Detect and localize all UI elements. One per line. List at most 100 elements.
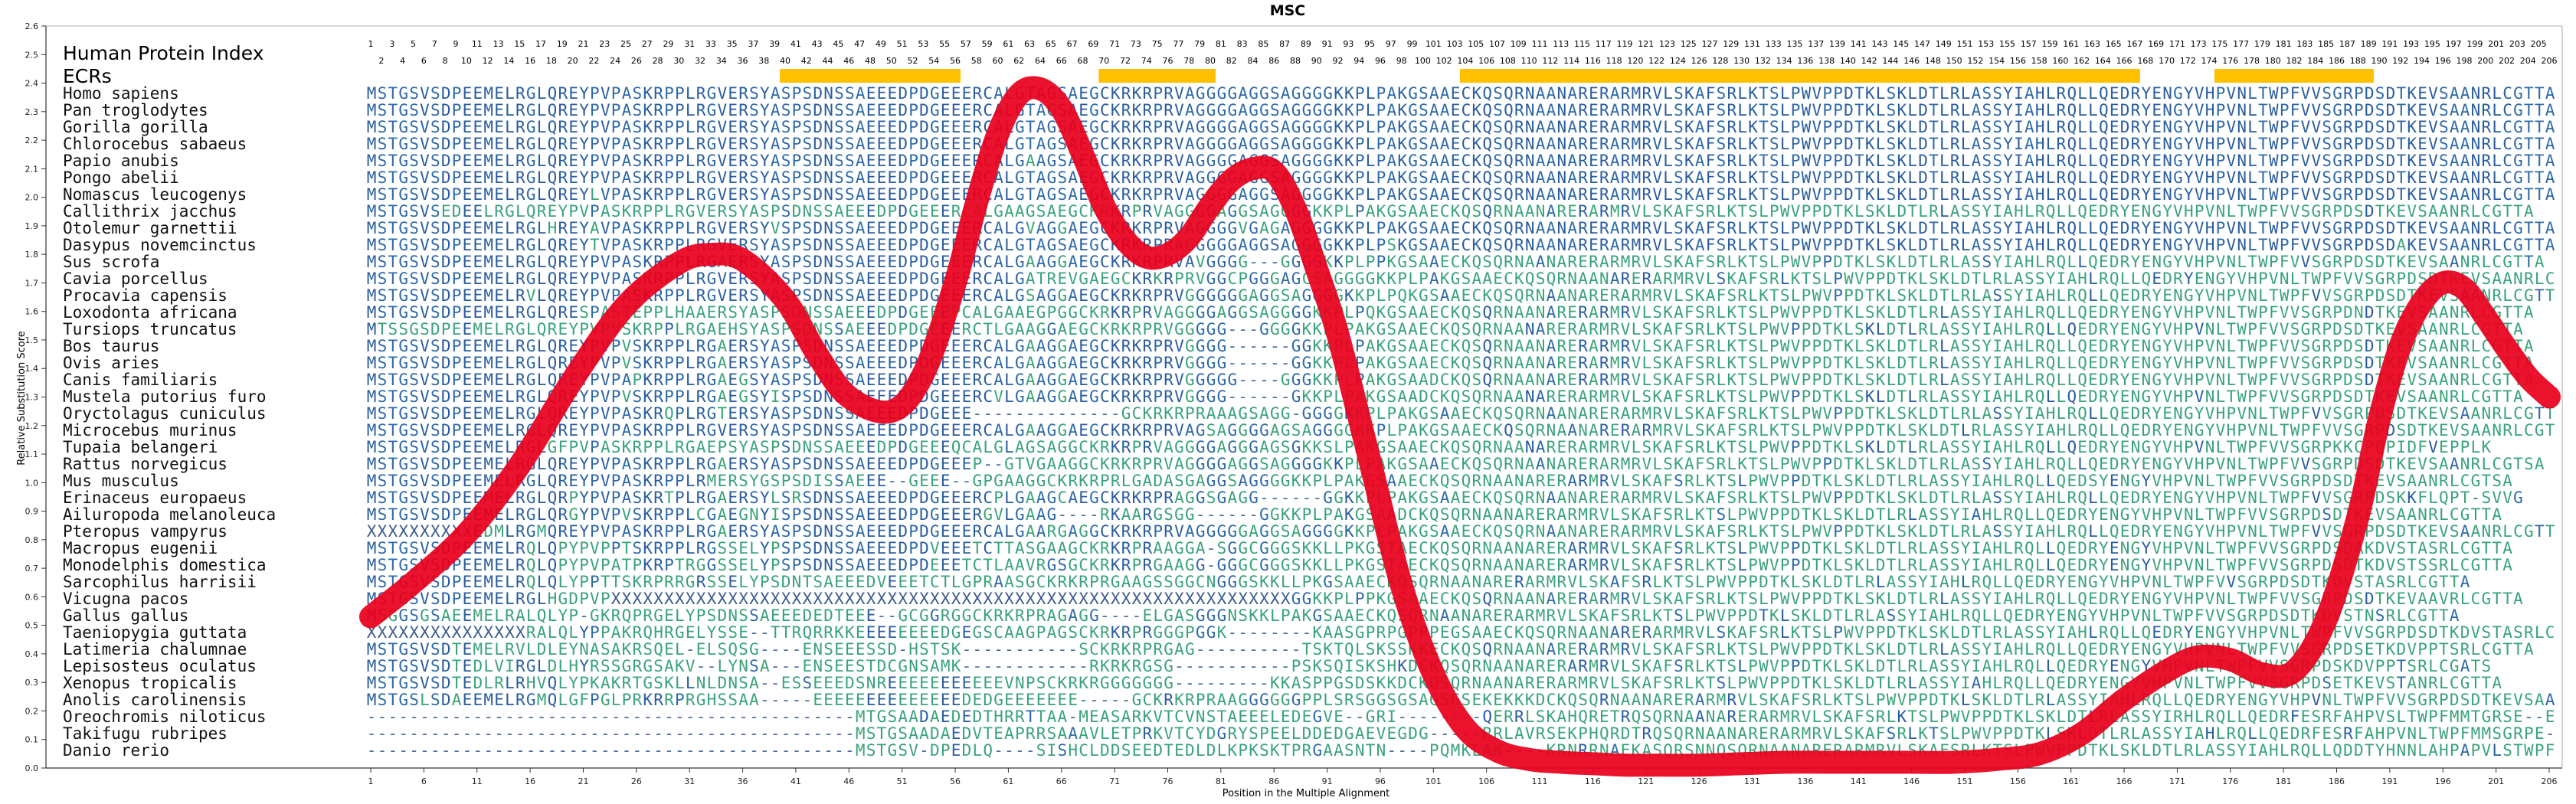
hpi-index-odd: 133 [1766,39,1782,49]
hpi-index-odd: 91 [1322,39,1333,49]
hpi-index-odd: 189 [2361,39,2377,49]
hpi-index-odd: 15 [514,39,525,49]
hpi-index-even: 128 [1712,56,1728,66]
y-tick-label: 1.4 [25,364,39,374]
hpi-index-odd: 37 [748,39,758,49]
species-label: Papio anubis [63,152,179,170]
hpi-index-odd: 45 [833,39,843,49]
sequence-row: MSTGSVSDPEEMELRVLQREYPVPASKRPPLRGVERSYAS… [367,286,2555,305]
hpi-index-odd: 167 [2126,39,2142,49]
hpi-index-even: 180 [2265,56,2281,66]
species-label: Dasypus novemcinctus [63,236,257,254]
species-label: Loxodonta africana [63,303,237,322]
hpi-index-even: 38 [758,56,769,66]
y-tick-label: 2.6 [25,21,39,31]
sequence-row: ----------------------------------------… [367,741,2555,760]
x-tick-label: 101 [1425,776,1442,786]
hpi-index-even: 100 [1415,56,1431,66]
hpi-index-even: 140 [1840,56,1856,66]
hpi-index-even: 88 [1290,56,1301,66]
hpi-index-even: 20 [568,56,578,66]
hpi-index-even: 52 [908,56,918,66]
species-label: Lepisosteus oculatus [63,657,257,675]
hpi-index-even: 164 [2095,56,2111,66]
sequence-row: MSTGSVSDPEEMELRGLQREYPVPASKRPPLRGVERSYAS… [367,101,2555,119]
hpi-index-odd: 49 [876,39,886,49]
chart-title: MSC [1270,2,1306,19]
hpi-index-even: 48 [865,56,876,66]
hpi-index-odd: 101 [1425,39,1442,49]
sequence-row: MSTGSVSDPEEMELRGLQREYPVPVSKRPPLRGAERSYAS… [367,354,2534,372]
y-tick-label: 0.2 [25,706,39,716]
species-label: Otolemur garnettii [63,219,237,237]
hpi-index-even: 114 [1563,56,1579,66]
hpi-index-even: 146 [1903,56,1920,66]
hpi-index-even: 18 [546,56,557,66]
species-label: Mustela putorius furo [63,387,267,406]
sequence-row: MSTGSVSDPEEMELRGLQREYPVPASKRPPLRGAERSYAS… [367,253,2545,271]
x-tick-label: 96 [1375,776,1386,786]
hpi-index-odd: 157 [2021,39,2037,49]
x-tick-label: 166 [2116,776,2132,786]
hpi-index-even: 120 [1627,56,1643,66]
hpi-index-even: 64 [1035,56,1046,66]
x-tick-label: 181 [2276,776,2292,786]
y-tick-label: 1.7 [25,278,39,288]
hpi-index-even: 162 [2074,56,2090,66]
hpi-index-odd: 147 [1914,39,1930,49]
hpi-index-even: 16 [525,56,535,66]
hpi-index-even: 112 [1542,56,1558,66]
sequence-row: MSTGSLSDAEEMELRGMQLGFPGLPRKRRPRGHSSAA---… [367,691,2555,709]
hpi-index-odd: 73 [1131,39,1141,49]
hpi-index-odd: 119 [1617,39,1633,49]
sequence-row: MSTGSVSDPEEMELRQLQPYPVPPTSKRPPLRGSSELYPS… [367,539,2513,557]
sequence-row: MSTGSVSDPEEMELRGLQREYPVPASKRPPLRGAERSYAS… [367,455,2545,473]
species-label: Rattus norvegicus [63,455,227,473]
hpi-index-even: 188 [2350,56,2366,66]
hpi-index-even: 174 [2201,56,2218,66]
species-label: Canis familiaris [63,371,218,389]
y-tick-label: 0.4 [25,649,39,659]
hpi-index-odd: 43 [812,39,823,49]
hpi-index-odd: 187 [2339,39,2355,49]
hpi-index-odd: 81 [1216,39,1226,49]
y-tick-label: 2.4 [25,79,39,89]
sequence-row: MSTGSVSDPEEMELRGLHREYAVPASKRPPLRGVERSYVS… [367,219,2555,237]
hpi-index-odd: 19 [557,39,568,49]
sequence-row: MTSSGSDPEEMELRGLQREYPVPVSKRPPLRGAEHSYASP… [367,320,2523,338]
x-tick-label: 11 [472,776,483,786]
ecr-bars [780,69,2375,83]
hpi-index-even: 98 [1396,56,1407,66]
hpi-index-odd: 175 [2211,39,2227,49]
x-tick-label: 81 [1216,776,1226,786]
hpi-index-odd: 141 [1851,39,1867,49]
hpi-index-odd: 53 [918,39,928,49]
x-tick-label: 31 [684,776,695,786]
species-label: Pteropus vampyrus [63,522,227,541]
hpi-index-odd: 39 [769,39,780,49]
hpi-index-odd: 153 [1978,39,1994,49]
sequence-row: MSTGSVSDPEEMELRGLHGDPVPXXXXXXXXXXXXXXXXX… [367,590,2523,608]
hpi-index-odd: 51 [897,39,908,49]
hpi-index-even: 76 [1162,56,1173,66]
hpi-index-odd: 29 [663,39,673,49]
x-tick-label: 161 [2063,776,2079,786]
y-tick-label: 2.3 [25,107,39,117]
hpi-index-even: 14 [503,56,514,66]
series-line [359,76,2561,777]
hpi-index-even: 122 [1648,56,1664,66]
species-label: Chlorocebus sabaeus [63,135,247,153]
hpi-index-even: 124 [1670,56,1686,66]
hpi-index-even: 170 [2159,56,2175,66]
species-label: Microcebus murinus [63,421,237,440]
hpi-index-odd: 75 [1152,39,1163,49]
sequence-row: XXXXXXXXXXEDMLRGMQREYPVPASKRPPLRGAERSYAS… [367,522,2555,541]
species-label: Latimeria chalumnae [63,640,247,659]
hpi-index-even: 60 [993,56,1003,66]
sequence-row: MSTGSVSDPEEMELRGLQREYPVPAPKRPPLRGAEGSYAS… [367,371,2534,389]
hpi-index-odd: 55 [939,39,950,49]
species-label: Takifugu rubripes [63,724,227,743]
hpi-index-even: 24 [610,56,620,66]
hpi-index-even: 150 [1946,56,1962,66]
